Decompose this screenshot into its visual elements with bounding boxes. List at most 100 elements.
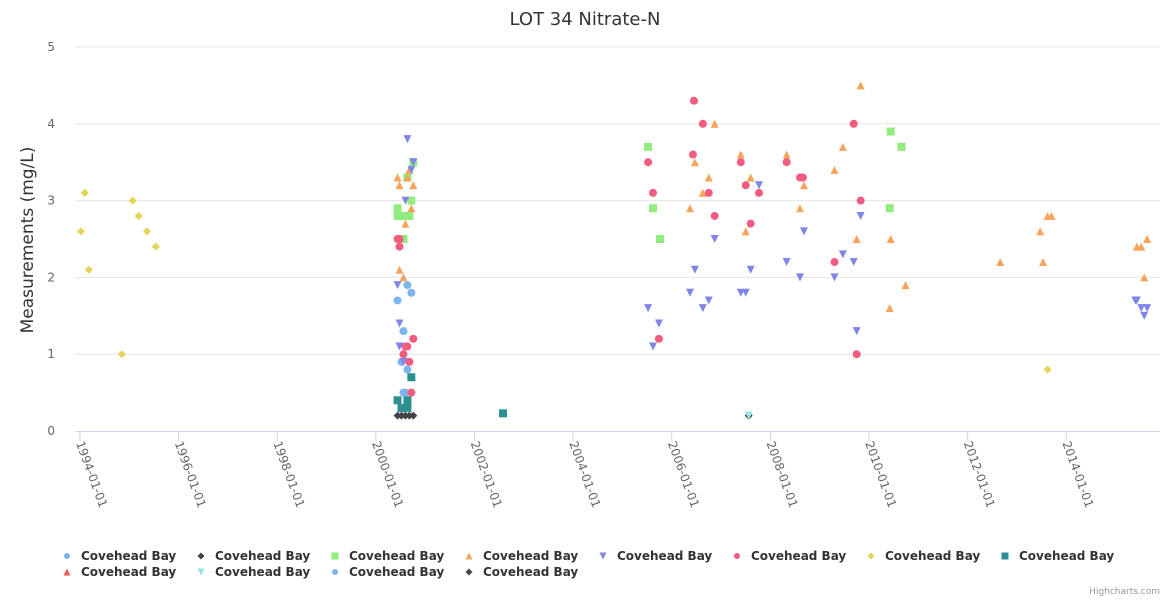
legend-item[interactable]: Covehead Bay bbox=[599, 549, 713, 563]
data-point[interactable] bbox=[852, 350, 861, 359]
data-point[interactable] bbox=[698, 304, 707, 313]
data-point[interactable] bbox=[399, 327, 408, 336]
data-point[interactable] bbox=[698, 188, 707, 197]
data-point[interactable] bbox=[143, 227, 152, 236]
credits-link[interactable]: Highcharts.com bbox=[1089, 587, 1160, 597]
data-point[interactable] bbox=[689, 96, 698, 105]
data-point[interactable] bbox=[1140, 311, 1149, 320]
legend-item[interactable]: Covehead Bay bbox=[332, 565, 444, 579]
data-point[interactable] bbox=[407, 388, 416, 397]
data-point[interactable] bbox=[405, 211, 414, 220]
data-point[interactable] bbox=[782, 150, 791, 159]
data-point[interactable] bbox=[856, 196, 865, 205]
data-point[interactable] bbox=[795, 273, 804, 282]
data-point[interactable] bbox=[704, 188, 713, 197]
data-point[interactable] bbox=[830, 165, 839, 174]
data-point[interactable] bbox=[399, 350, 408, 359]
data-point[interactable] bbox=[393, 296, 402, 305]
data-point[interactable] bbox=[649, 204, 658, 213]
data-point[interactable] bbox=[128, 196, 137, 205]
data-point[interactable] bbox=[84, 265, 93, 274]
data-point[interactable] bbox=[403, 342, 412, 351]
legend-item[interactable]: Covehead Bay bbox=[64, 549, 176, 563]
data-point[interactable] bbox=[799, 227, 808, 236]
data-point[interactable] bbox=[401, 388, 410, 397]
data-point[interactable] bbox=[393, 173, 402, 182]
data-point[interactable] bbox=[407, 196, 416, 205]
data-point[interactable] bbox=[852, 235, 861, 243]
data-point[interactable] bbox=[1143, 235, 1152, 243]
data-point[interactable] bbox=[886, 127, 895, 136]
data-point[interactable] bbox=[499, 409, 508, 418]
data-point[interactable] bbox=[710, 235, 719, 243]
data-point[interactable] bbox=[403, 365, 412, 374]
data-point[interactable] bbox=[151, 242, 160, 251]
data-point[interactable] bbox=[688, 150, 697, 159]
data-point[interactable] bbox=[401, 219, 410, 228]
legend-item[interactable]: Covehead Bay bbox=[1001, 549, 1115, 563]
data-point[interactable] bbox=[649, 188, 658, 197]
legend-item[interactable]: Covehead Bay bbox=[197, 565, 311, 579]
data-point[interactable] bbox=[755, 188, 764, 197]
legend-item[interactable]: Covehead Bay bbox=[867, 549, 981, 563]
data-point[interactable] bbox=[395, 181, 404, 190]
legend-item[interactable]: Covehead Bay bbox=[465, 549, 579, 563]
data-point[interactable] bbox=[838, 250, 847, 259]
data-point[interactable] bbox=[649, 342, 658, 351]
legend-item[interactable]: Covehead Bay bbox=[63, 565, 177, 579]
data-point[interactable] bbox=[644, 142, 653, 151]
legend-item[interactable]: Covehead Bay bbox=[197, 549, 311, 563]
data-point[interactable] bbox=[644, 158, 653, 167]
data-point[interactable] bbox=[393, 204, 402, 213]
data-point[interactable] bbox=[830, 258, 839, 267]
legend-item[interactable]: Covehead Bay bbox=[331, 549, 445, 563]
data-point[interactable] bbox=[685, 288, 694, 297]
data-point[interactable] bbox=[798, 173, 807, 182]
data-point[interactable] bbox=[403, 281, 412, 290]
data-point[interactable] bbox=[76, 227, 85, 236]
data-point[interactable] bbox=[704, 173, 713, 182]
data-point[interactable] bbox=[1143, 304, 1152, 313]
data-point[interactable] bbox=[838, 142, 847, 151]
data-point[interactable] bbox=[795, 204, 804, 213]
data-point[interactable] bbox=[407, 204, 416, 213]
data-point[interactable] bbox=[407, 288, 416, 297]
data-point[interactable] bbox=[746, 265, 755, 274]
data-point[interactable] bbox=[741, 227, 750, 236]
data-point[interactable] bbox=[799, 181, 808, 190]
data-point[interactable] bbox=[1140, 273, 1149, 282]
data-point[interactable] bbox=[395, 242, 404, 251]
data-point[interactable] bbox=[397, 403, 406, 412]
data-point[interactable] bbox=[710, 211, 719, 220]
data-point[interactable] bbox=[685, 204, 694, 213]
data-point[interactable] bbox=[856, 211, 865, 220]
data-point[interactable] bbox=[399, 273, 408, 282]
data-point[interactable] bbox=[852, 327, 861, 336]
legend-item[interactable]: Covehead Bay bbox=[734, 549, 846, 563]
data-point[interactable] bbox=[393, 396, 402, 405]
data-point[interactable] bbox=[710, 119, 719, 128]
data-point[interactable] bbox=[736, 158, 745, 167]
data-point[interactable] bbox=[403, 396, 412, 405]
data-point[interactable] bbox=[401, 196, 410, 205]
data-point[interactable] bbox=[80, 188, 89, 197]
data-point[interactable] bbox=[403, 403, 412, 412]
data-point[interactable] bbox=[690, 158, 699, 167]
data-point[interactable] bbox=[117, 350, 126, 359]
data-point[interactable] bbox=[1137, 242, 1146, 251]
data-point[interactable] bbox=[393, 281, 402, 290]
data-point[interactable] bbox=[996, 258, 1005, 267]
data-point[interactable] bbox=[849, 258, 858, 267]
data-point[interactable] bbox=[1039, 258, 1048, 267]
data-point[interactable] bbox=[1043, 365, 1052, 374]
data-point[interactable] bbox=[395, 265, 404, 274]
data-point[interactable] bbox=[407, 165, 416, 174]
data-point[interactable] bbox=[736, 150, 745, 159]
data-point[interactable] bbox=[409, 158, 418, 167]
data-point[interactable] bbox=[885, 304, 894, 313]
data-point[interactable] bbox=[755, 181, 764, 190]
data-point[interactable] bbox=[886, 235, 895, 243]
data-point[interactable] bbox=[395, 235, 404, 243]
data-point[interactable] bbox=[744, 411, 753, 420]
data-point[interactable] bbox=[741, 288, 750, 297]
